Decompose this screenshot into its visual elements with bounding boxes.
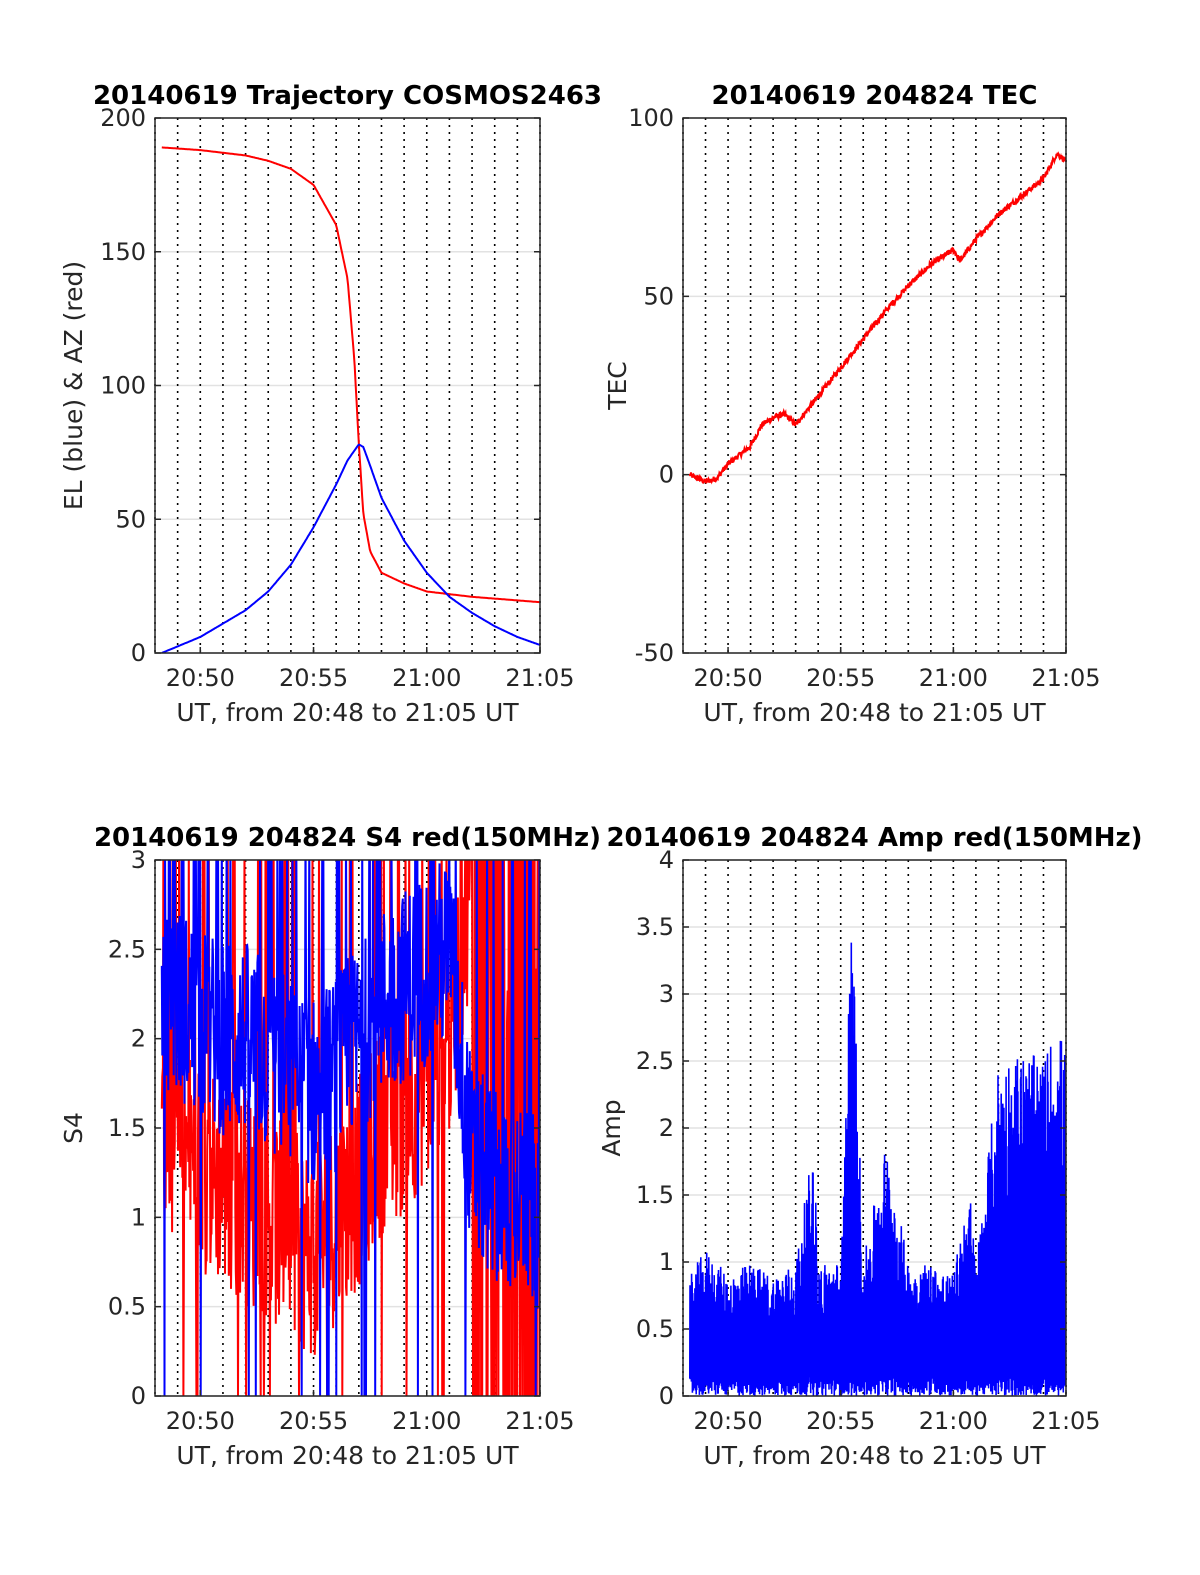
y-tick-label: 2.5 bbox=[108, 935, 146, 963]
y-tick-label: 1.5 bbox=[108, 1114, 146, 1142]
y-axis-label: S4 bbox=[59, 1112, 88, 1144]
plot-area bbox=[688, 942, 1066, 1396]
y-tick-label: 0 bbox=[659, 1382, 674, 1410]
subplot-s4: 0 0.5 1 1.5 2 2.5 3 20:50 20:55 21:00 21:05 2014061… bbox=[59, 823, 601, 1470]
x-axis-label: UT, from 20:48 to 21:05 UT bbox=[176, 1441, 519, 1470]
subplot-amp: 0 0.5 1 1.5 2 2.5 3 3.5 4 20:50 20:55 21:00 21:05 201… bbox=[597, 823, 1143, 1470]
subplot-trajectory: 0 50 100 150 200 20:50 20:55 21:00 21:05 20140619… bbox=[59, 81, 602, 727]
x-tick-label: 20:50 bbox=[693, 1407, 762, 1435]
x-tick-label: 20:55 bbox=[806, 1407, 875, 1435]
x-tick-label: 21:00 bbox=[919, 664, 988, 692]
x-tick-label: 21:00 bbox=[919, 1407, 988, 1435]
series-line-el bbox=[161, 443, 540, 653]
x-tick-label: 21:00 bbox=[392, 664, 461, 692]
x-tick-label: 20:55 bbox=[806, 664, 875, 692]
y-tick-label: 0.5 bbox=[108, 1293, 146, 1321]
axes-box bbox=[682, 117, 1067, 654]
x-tick-label: 20:55 bbox=[279, 664, 348, 692]
y-axis-label: Amp bbox=[597, 1099, 626, 1156]
y-tick-label: 2.5 bbox=[636, 1047, 674, 1075]
series-line-tec bbox=[688, 151, 1066, 485]
chart-title: 20140619 Trajectory COSMOS2463 bbox=[93, 81, 602, 111]
y-tick-label: -50 bbox=[635, 639, 674, 667]
x-tick-label: 21:05 bbox=[1031, 664, 1100, 692]
plot-area bbox=[161, 146, 540, 653]
x-tick-label: 20:50 bbox=[166, 664, 235, 692]
y-axis-label: EL (blue) & AZ (red) bbox=[59, 261, 88, 510]
subplot-tec: -50 0 50 100 20:50 20:55 21:00 21:05 20140619 20… bbox=[603, 81, 1101, 727]
x-tick-label: 20:50 bbox=[166, 1407, 235, 1435]
x-axis-label: UT, from 20:48 to 21:05 UT bbox=[703, 1441, 1046, 1470]
y-tick-label: 100 bbox=[628, 104, 674, 132]
plot-area bbox=[688, 151, 1066, 485]
x-axis-label: UT, from 20:48 to 21:05 UT bbox=[176, 698, 519, 727]
series-line-s4-blue bbox=[160, 860, 540, 1396]
chart-title: 20140619 204824 S4 red(150MHz) bbox=[94, 823, 601, 853]
x-tick-label: 21:05 bbox=[505, 1407, 574, 1435]
y-tick-label: 0 bbox=[659, 461, 674, 489]
x-tick-label: 21:00 bbox=[392, 1407, 461, 1435]
y-tick-label: 2 bbox=[659, 1114, 674, 1142]
x-tick-label: 20:55 bbox=[279, 1407, 348, 1435]
series-line-az bbox=[161, 146, 540, 604]
y-tick-label: 3 bbox=[659, 980, 674, 1008]
y-tick-label: 0 bbox=[131, 639, 146, 667]
chart-title: 20140619 204824 TEC bbox=[712, 81, 1038, 111]
y-tick-label: 1 bbox=[131, 1203, 146, 1231]
y-tick-label: 3.5 bbox=[636, 913, 674, 941]
x-tick-label: 21:05 bbox=[505, 664, 574, 692]
y-tick-label: 1.5 bbox=[636, 1181, 674, 1209]
y-tick-label: 3 bbox=[131, 846, 146, 874]
x-tick-label: 21:05 bbox=[1031, 1407, 1100, 1435]
y-tick-label: 200 bbox=[100, 104, 146, 132]
x-axis-label: UT, from 20:48 to 21:05 UT bbox=[703, 698, 1046, 727]
y-tick-label: 1 bbox=[659, 1248, 674, 1276]
plot-area bbox=[160, 860, 540, 1396]
y-tick-label: 0.5 bbox=[636, 1315, 674, 1343]
y-axis-label: TEC bbox=[603, 361, 632, 411]
y-tick-label: 2 bbox=[131, 1025, 146, 1053]
y-tick-label: 50 bbox=[643, 282, 674, 310]
y-tick-label: 50 bbox=[115, 505, 146, 533]
series-line-amp bbox=[688, 942, 1066, 1396]
y-tick-label: 150 bbox=[100, 238, 146, 266]
chart-title: 20140619 204824 Amp red(150MHz) bbox=[606, 823, 1142, 853]
y-tick-label: 0 bbox=[131, 1382, 146, 1410]
y-tick-label: 4 bbox=[659, 846, 674, 874]
x-tick-label: 20:50 bbox=[693, 664, 762, 692]
y-tick-label: 100 bbox=[100, 372, 146, 400]
